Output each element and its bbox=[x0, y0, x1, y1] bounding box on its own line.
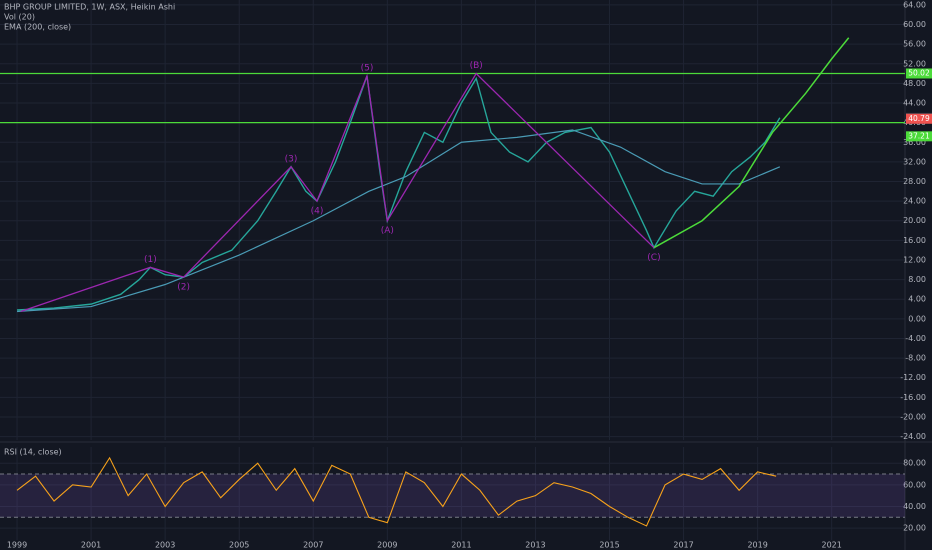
x-tick-label: 2017 bbox=[673, 541, 693, 550]
y-tick-label: -16.00 bbox=[900, 393, 926, 402]
x-tick-label: 2003 bbox=[155, 541, 175, 550]
rsi-tick-label: 60.00 bbox=[903, 480, 926, 489]
x-tick-label: 1999 bbox=[7, 541, 27, 550]
wave-label: (2) bbox=[177, 283, 190, 293]
rsi-tick-label: 80.00 bbox=[903, 459, 926, 468]
y-tick-label: 56.00 bbox=[903, 40, 926, 49]
y-tick-label: 12.00 bbox=[903, 255, 926, 264]
price-label: 50.02 bbox=[908, 68, 930, 77]
y-tick-label: 48.00 bbox=[903, 79, 926, 88]
wave-label: (1) bbox=[144, 255, 157, 265]
y-tick-label: 64.00 bbox=[903, 0, 926, 9]
rsi-tick-label: 40.00 bbox=[903, 502, 926, 511]
x-tick-label: 2005 bbox=[229, 541, 249, 550]
x-tick-label: 2009 bbox=[377, 541, 397, 550]
x-tick-label: 2021 bbox=[822, 541, 842, 550]
y-tick-label: -8.00 bbox=[905, 354, 926, 363]
price-label: 40.79 bbox=[908, 114, 930, 123]
wave-label: (5) bbox=[361, 64, 374, 74]
x-tick-label: 2011 bbox=[451, 541, 471, 550]
price-label-box bbox=[906, 131, 932, 142]
y-tick-label: 28.00 bbox=[903, 177, 926, 186]
y-tick-label: 4.00 bbox=[908, 295, 926, 304]
price-label: 37.21 bbox=[908, 131, 930, 140]
y-tick-label: 60.00 bbox=[903, 20, 926, 29]
x-tick-label: 2013 bbox=[525, 541, 545, 550]
y-tick-label: 16.00 bbox=[903, 236, 926, 245]
y-tick-label: 0.00 bbox=[908, 314, 926, 323]
rsi-line bbox=[16, 456, 777, 527]
y-tick-label: -24.00 bbox=[900, 432, 926, 441]
y-tick-label: -4.00 bbox=[905, 334, 926, 343]
wave-label: (4) bbox=[311, 207, 324, 217]
y-tick-label: 44.00 bbox=[903, 99, 926, 108]
rsi-title: RSI (14, close) bbox=[4, 448, 62, 457]
trend-curve bbox=[653, 37, 850, 249]
wave-label: (B) bbox=[470, 61, 483, 71]
price-label-box bbox=[906, 113, 932, 124]
x-tick-label: 2007 bbox=[303, 541, 323, 550]
ema-line bbox=[16, 129, 781, 313]
x-tick-label: 2015 bbox=[599, 541, 619, 550]
indicator-label: EMA (200, close) bbox=[4, 23, 71, 32]
price-label-box bbox=[906, 68, 932, 79]
rsi-tick-label: 20.00 bbox=[903, 524, 926, 533]
wave-label: (A) bbox=[381, 226, 394, 236]
chart-title: BHP GROUP LIMITED, 1W, ASX, Heikin Ashi bbox=[4, 3, 175, 12]
y-tick-label: 24.00 bbox=[903, 197, 926, 206]
y-tick-label: 8.00 bbox=[908, 275, 926, 284]
wave-label: (3) bbox=[285, 154, 298, 164]
y-tick-label: 52.00 bbox=[903, 59, 926, 68]
y-tick-label: 20.00 bbox=[903, 216, 926, 225]
y-tick-label: -12.00 bbox=[900, 373, 926, 382]
y-tick-label: -20.00 bbox=[900, 412, 926, 421]
x-tick-label: 2019 bbox=[747, 541, 767, 550]
wave-line bbox=[20, 72, 655, 313]
indicator-label: Vol (20) bbox=[4, 13, 35, 22]
y-tick-label: 32.00 bbox=[903, 157, 926, 166]
x-tick-label: 2001 bbox=[81, 541, 101, 550]
y-tick-label: 36.00 bbox=[903, 138, 926, 147]
rsi-band-fill bbox=[0, 474, 905, 518]
wave-label: (C) bbox=[647, 253, 660, 263]
